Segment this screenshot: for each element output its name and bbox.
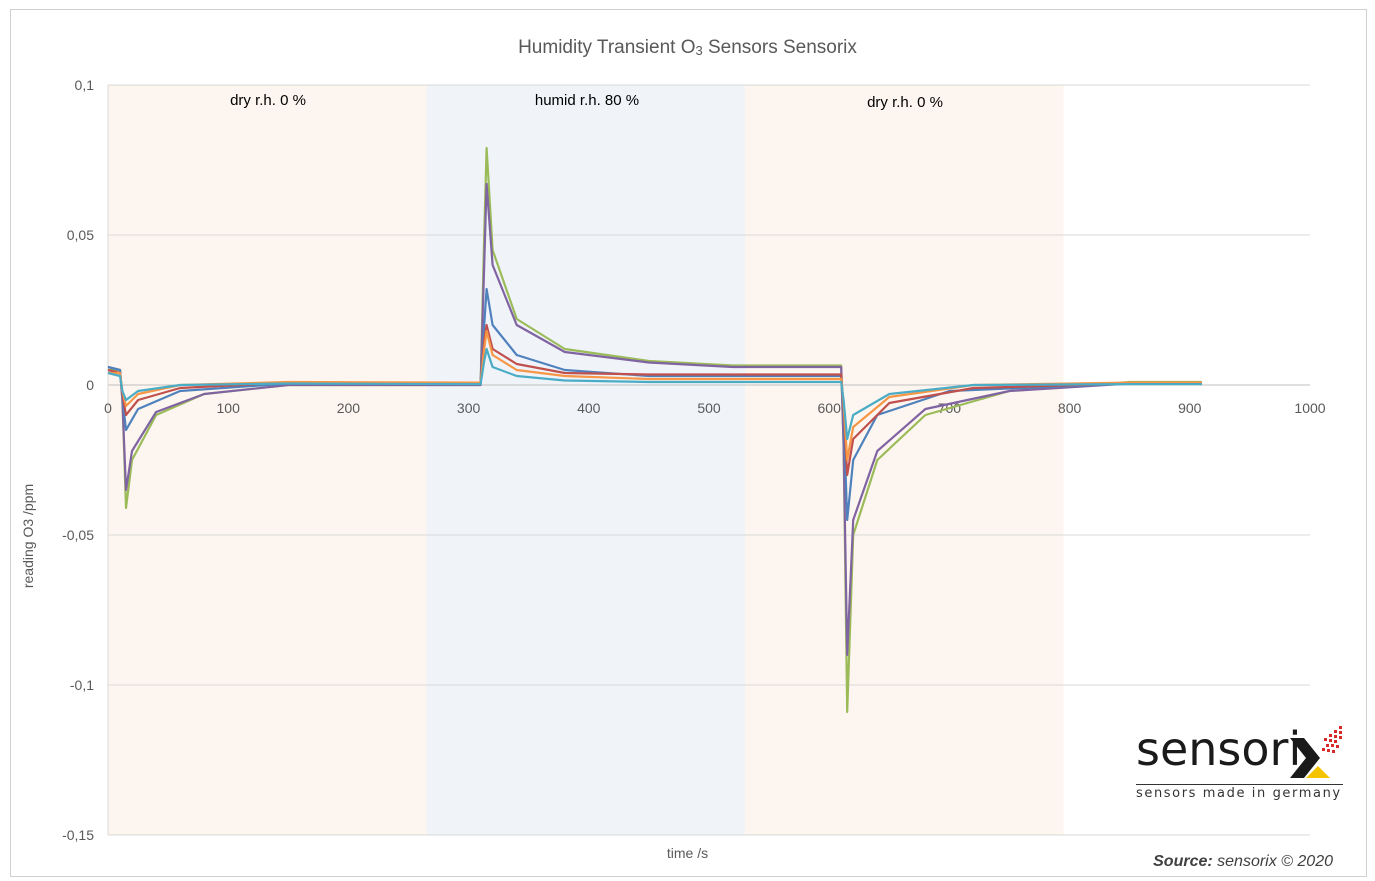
y-tick-label: 0,05 xyxy=(67,227,94,243)
x-tick-label: 800 xyxy=(1058,400,1082,416)
series-line xyxy=(107,182,1202,657)
y-tick-label: -0,1 xyxy=(70,677,94,693)
y-axis-label: reading O3 /ppm xyxy=(20,483,36,589)
y-tick-label: -0,05 xyxy=(62,527,94,543)
series-line xyxy=(108,146,1202,714)
series-line xyxy=(107,323,1202,477)
logo-x-icon xyxy=(1290,726,1342,778)
logo-tagline: sensors made in germany xyxy=(1136,786,1342,801)
x-tick-label: 600 xyxy=(818,400,842,416)
x-tick-label: 900 xyxy=(1178,400,1202,416)
x-tick-label: 200 xyxy=(337,400,361,416)
x-tick-label: 400 xyxy=(577,400,601,416)
chart-title: Humidity Transient O3 Sensors Sensorix xyxy=(518,37,857,58)
x-tick-label: 1000 xyxy=(1294,400,1325,416)
x-tick-label: 300 xyxy=(457,400,481,416)
logo-divider xyxy=(1136,784,1343,785)
logo-wordmark: sensori xyxy=(1136,722,1302,776)
y-tick-label: 0,1 xyxy=(75,77,95,93)
series-line xyxy=(107,347,1202,441)
region-band xyxy=(745,85,1064,835)
y-tick-label: -0,15 xyxy=(62,827,94,843)
region-label: humid r.h. 80 % xyxy=(535,92,639,109)
region-band xyxy=(426,85,746,835)
y-tick-label: 0 xyxy=(86,377,94,393)
x-tick-label: 0 xyxy=(104,400,112,416)
source-note: Source: sensorix © 2020 xyxy=(1153,853,1333,870)
x-tick-label: 100 xyxy=(217,400,241,416)
x-axis-label: time /s xyxy=(666,845,709,861)
x-tick-label: 500 xyxy=(697,400,721,416)
region-band xyxy=(108,85,427,835)
sensorix-logo: sensori sensors made in germany xyxy=(1130,722,1348,804)
region-label: dry r.h. 0 % xyxy=(230,92,306,109)
series-line xyxy=(108,329,1202,462)
series-line xyxy=(107,287,1202,522)
region-label: dry r.h. 0 % xyxy=(867,94,943,111)
